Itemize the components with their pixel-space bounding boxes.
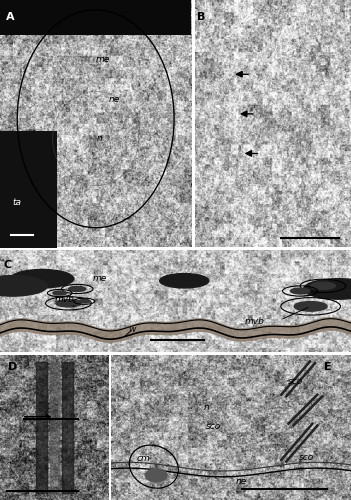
Text: w: w [128, 326, 135, 334]
Text: C: C [4, 260, 12, 270]
Text: cm: cm [136, 454, 150, 463]
Circle shape [79, 300, 90, 303]
Text: me: me [96, 55, 111, 64]
Text: sco: sco [288, 376, 303, 386]
Text: mvb: mvb [245, 318, 264, 326]
Text: sco: sco [206, 422, 221, 430]
Circle shape [294, 302, 327, 311]
Text: A: A [6, 12, 14, 22]
Circle shape [291, 288, 310, 294]
Text: sco: sco [299, 452, 314, 462]
Text: me: me [93, 274, 107, 283]
Circle shape [68, 286, 86, 292]
Text: ne: ne [236, 478, 247, 486]
Circle shape [56, 300, 81, 307]
Text: D: D [8, 362, 17, 372]
Circle shape [53, 291, 66, 295]
Circle shape [11, 270, 74, 288]
Circle shape [160, 274, 209, 288]
Text: mvb: mvb [55, 294, 75, 304]
Circle shape [304, 278, 351, 299]
Text: ta: ta [13, 198, 22, 207]
Circle shape [0, 276, 47, 296]
Text: E: E [324, 362, 332, 372]
Text: n: n [204, 402, 210, 411]
Text: ne: ne [109, 94, 120, 104]
Circle shape [145, 469, 167, 482]
Circle shape [310, 282, 336, 290]
Text: n: n [97, 134, 102, 143]
Text: B: B [197, 12, 206, 22]
FancyBboxPatch shape [0, 131, 58, 248]
FancyBboxPatch shape [0, 0, 191, 34]
